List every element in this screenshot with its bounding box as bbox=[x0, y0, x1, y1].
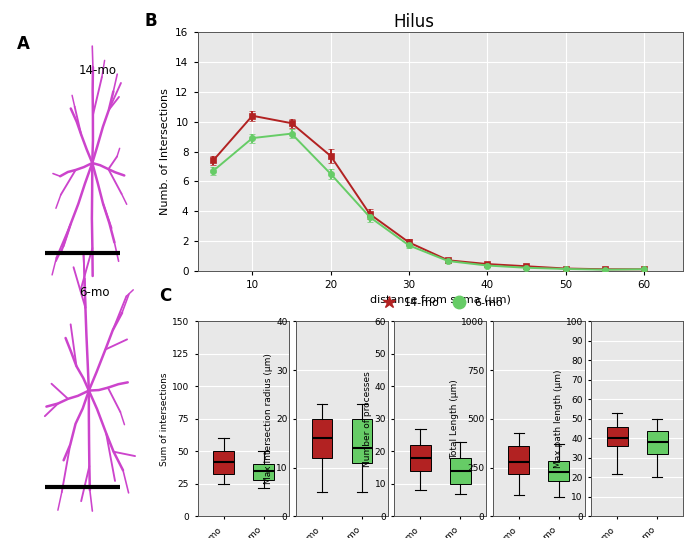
PathPatch shape bbox=[253, 464, 274, 480]
PathPatch shape bbox=[213, 451, 234, 473]
Text: 6-mo: 6-mo bbox=[79, 287, 109, 300]
Text: Hilus: Hilus bbox=[393, 13, 435, 31]
Legend: 14-mo, 6-mo: 14-mo, 6-mo bbox=[374, 293, 507, 312]
PathPatch shape bbox=[607, 427, 627, 447]
PathPatch shape bbox=[647, 431, 667, 454]
PathPatch shape bbox=[410, 445, 431, 471]
Text: B: B bbox=[144, 12, 157, 30]
Y-axis label: Max intersection radius (μm): Max intersection radius (μm) bbox=[264, 353, 273, 484]
Y-axis label: Max path length (μm): Max path length (μm) bbox=[554, 370, 563, 468]
PathPatch shape bbox=[549, 461, 569, 482]
PathPatch shape bbox=[311, 419, 333, 458]
Text: C: C bbox=[159, 287, 171, 305]
Text: 14-mo: 14-mo bbox=[79, 64, 117, 77]
X-axis label: distance from soma (μm): distance from soma (μm) bbox=[370, 295, 511, 306]
PathPatch shape bbox=[351, 419, 373, 463]
Y-axis label: Numb. of Intersections: Numb. of Intersections bbox=[159, 88, 170, 215]
Y-axis label: Number of processes: Number of processes bbox=[363, 371, 372, 467]
Y-axis label: Sum of intersections: Sum of intersections bbox=[160, 372, 169, 466]
PathPatch shape bbox=[450, 458, 471, 484]
Y-axis label: Total Length (μm): Total Length (μm) bbox=[450, 379, 459, 459]
PathPatch shape bbox=[509, 447, 529, 473]
Text: A: A bbox=[17, 35, 30, 53]
